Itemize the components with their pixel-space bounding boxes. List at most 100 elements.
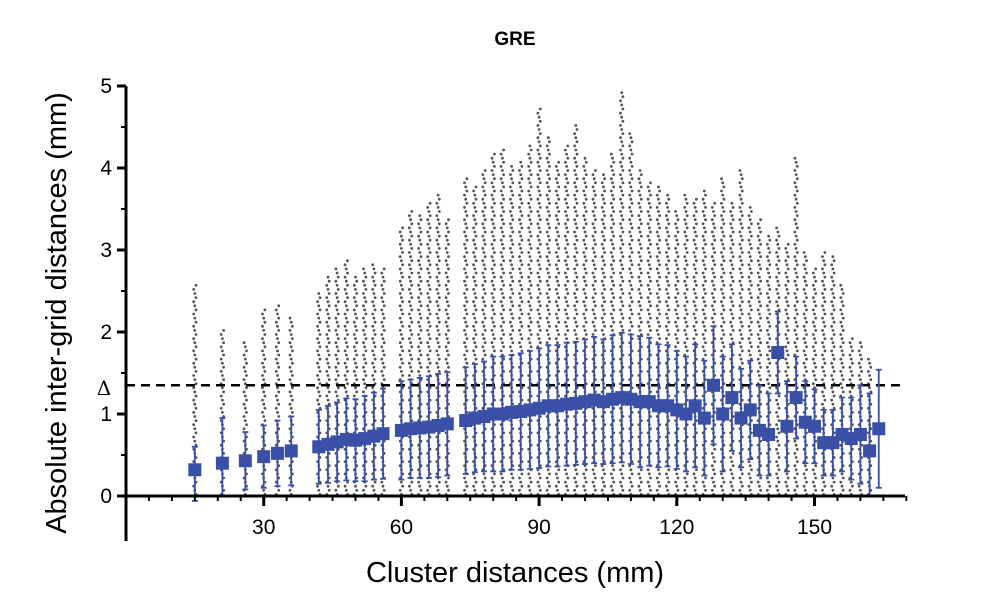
raw-point bbox=[536, 296, 540, 299]
raw-point bbox=[334, 304, 338, 308]
raw-point bbox=[646, 480, 650, 484]
raw-point bbox=[545, 181, 549, 185]
raw-point bbox=[436, 292, 440, 295]
raw-point bbox=[463, 476, 466, 480]
raw-point bbox=[511, 476, 515, 480]
raw-point bbox=[418, 337, 422, 340]
raw-point bbox=[245, 374, 248, 377]
raw-point bbox=[592, 238, 596, 242]
raw-point bbox=[288, 488, 292, 492]
raw-point bbox=[658, 472, 661, 476]
raw-point bbox=[408, 300, 411, 304]
raw-point bbox=[317, 390, 321, 394]
raw-point bbox=[262, 390, 266, 394]
raw-point bbox=[841, 292, 845, 295]
raw-point bbox=[474, 185, 478, 189]
raw-point bbox=[574, 210, 578, 213]
raw-point bbox=[621, 304, 625, 308]
raw-point bbox=[428, 484, 432, 488]
raw-point bbox=[803, 267, 807, 271]
raw-point bbox=[490, 304, 494, 308]
raw-point bbox=[574, 247, 578, 250]
raw-point bbox=[493, 226, 496, 230]
raw-point bbox=[657, 283, 660, 287]
raw-point bbox=[354, 275, 357, 279]
raw-point bbox=[573, 329, 576, 332]
raw-point bbox=[491, 222, 495, 226]
raw-point bbox=[435, 214, 439, 218]
raw-point bbox=[529, 296, 533, 299]
raw-point bbox=[695, 308, 698, 312]
raw-point bbox=[750, 333, 753, 336]
raw-point bbox=[740, 337, 744, 340]
raw-point bbox=[417, 283, 420, 287]
raw-point bbox=[802, 300, 806, 304]
raw-point bbox=[602, 222, 605, 226]
raw-point bbox=[638, 292, 642, 295]
raw-point bbox=[499, 214, 503, 218]
raw-point bbox=[364, 484, 368, 488]
raw-point bbox=[710, 304, 714, 308]
raw-point bbox=[830, 398, 834, 402]
raw-point bbox=[363, 370, 367, 373]
raw-point bbox=[536, 160, 540, 164]
raw-point bbox=[537, 226, 541, 230]
raw-point bbox=[684, 308, 688, 312]
raw-point bbox=[528, 341, 532, 345]
raw-point bbox=[502, 197, 505, 201]
raw-point bbox=[334, 316, 338, 320]
raw-point bbox=[592, 189, 596, 193]
raw-point bbox=[536, 308, 540, 312]
raw-point bbox=[841, 476, 845, 480]
raw-point bbox=[611, 476, 614, 480]
raw-point bbox=[538, 488, 542, 492]
raw-point bbox=[481, 210, 485, 213]
raw-point bbox=[528, 329, 532, 332]
raw-point bbox=[802, 361, 806, 365]
raw-point bbox=[747, 251, 751, 254]
raw-point bbox=[527, 251, 531, 254]
raw-point bbox=[647, 324, 651, 328]
raw-point bbox=[410, 247, 414, 250]
raw-point bbox=[602, 173, 605, 177]
raw-point bbox=[557, 160, 561, 164]
raw-point bbox=[364, 275, 368, 279]
raw-point bbox=[336, 300, 340, 304]
raw-point bbox=[519, 259, 523, 263]
raw-point bbox=[398, 378, 402, 381]
raw-point bbox=[621, 464, 625, 468]
raw-point bbox=[334, 365, 338, 369]
raw-point bbox=[600, 279, 604, 283]
raw-point bbox=[756, 259, 760, 263]
raw-point bbox=[740, 288, 744, 291]
raw-point bbox=[474, 333, 478, 336]
raw-point bbox=[546, 234, 550, 238]
raw-point bbox=[701, 333, 705, 336]
raw-point bbox=[518, 255, 521, 258]
raw-point bbox=[704, 476, 707, 480]
raw-point bbox=[262, 316, 266, 320]
raw-point bbox=[702, 201, 706, 205]
raw-point bbox=[657, 210, 660, 213]
raw-point bbox=[619, 197, 622, 201]
raw-point bbox=[465, 300, 469, 304]
raw-point bbox=[444, 480, 448, 484]
raw-point bbox=[222, 378, 226, 381]
raw-point bbox=[565, 214, 568, 218]
raw-point bbox=[612, 308, 616, 312]
raw-point bbox=[740, 201, 744, 205]
raw-point bbox=[630, 226, 634, 230]
raw-point bbox=[740, 263, 744, 267]
raw-point bbox=[767, 247, 770, 250]
raw-point bbox=[518, 488, 521, 492]
raw-point bbox=[676, 316, 680, 320]
raw-point bbox=[538, 107, 542, 111]
raw-point bbox=[793, 193, 797, 197]
raw-point bbox=[740, 226, 744, 230]
raw-point bbox=[491, 296, 495, 299]
raw-point bbox=[493, 312, 496, 316]
raw-point bbox=[822, 283, 826, 287]
raw-point bbox=[713, 312, 717, 316]
raw-point bbox=[371, 275, 375, 279]
raw-point bbox=[666, 341, 669, 345]
